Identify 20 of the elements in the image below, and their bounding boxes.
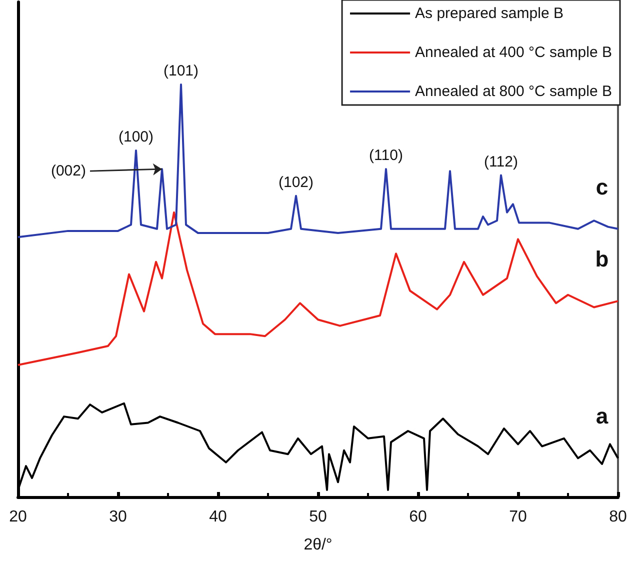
annotation: (101) (163, 62, 199, 80)
annotation: (110) (369, 147, 403, 164)
annotation: (100) (118, 128, 154, 146)
x-tick-label: 70 (509, 508, 527, 526)
x-tick-label: 20 (9, 508, 27, 526)
x-axis-title: 2θ/° (304, 536, 332, 554)
annotation: c (596, 174, 608, 200)
x-tick-label: 30 (109, 508, 127, 526)
x-tick-label: 40 (209, 508, 227, 526)
legend-label: Annealed at 400 °C sample B (415, 44, 612, 61)
annotation: a (596, 404, 609, 429)
x-tick-label: 80 (609, 508, 627, 526)
x-tick-label: 60 (409, 508, 427, 526)
x-tick-label: 50 (309, 508, 327, 526)
annotation: b (595, 246, 609, 272)
annotation: (102) (278, 174, 314, 191)
annotation: (112) (484, 153, 518, 170)
legend-label: Annealed at 800 °C sample B (415, 83, 612, 100)
annotation: (002) (50, 162, 86, 180)
legend-label: As prepared sample B (415, 5, 564, 22)
